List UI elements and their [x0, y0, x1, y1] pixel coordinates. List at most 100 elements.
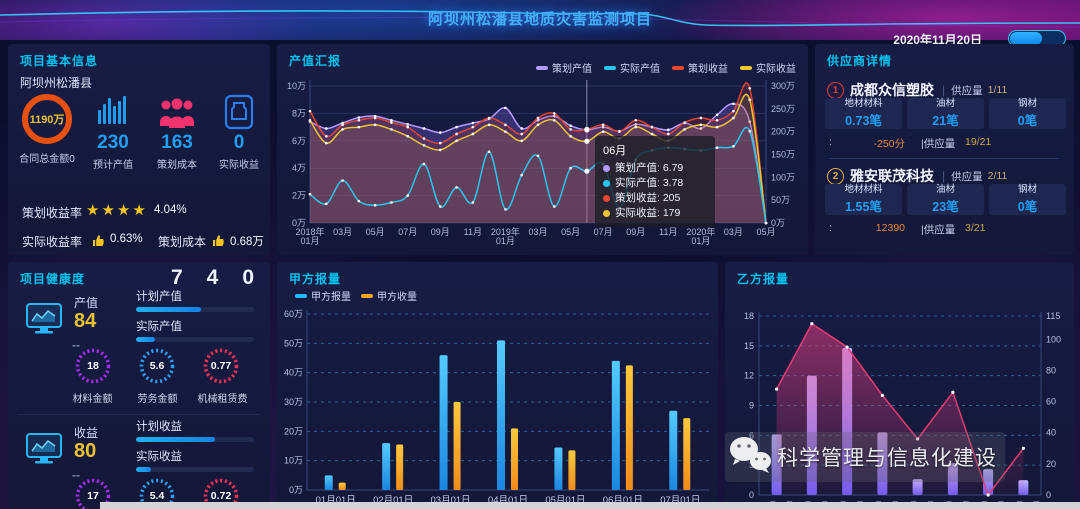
footer-prefix: : — [829, 222, 832, 234]
gauge: 5.6 — [137, 346, 177, 386]
gauge-value: 5.4 — [149, 490, 165, 502]
material-label: 钢材 — [1017, 184, 1037, 195]
footer-score: -250分 — [873, 138, 905, 150]
svg-text:06月01日: 06月01日 — [603, 495, 643, 506]
stat-value: 1190万 — [29, 114, 65, 126]
legend-item[interactable]: 策划收益 — [672, 60, 728, 75]
material-label: 油材 — [935, 184, 955, 195]
svg-text:100万: 100万 — [771, 172, 795, 182]
svg-text:6: 6 — [749, 430, 754, 440]
footer-supply-ratio: 19/21 — [965, 136, 992, 148]
svg-text:6万: 6万 — [292, 136, 306, 146]
rank-badge: 1 — [827, 81, 844, 99]
gauge: 0.72 — [201, 476, 241, 509]
tooltip-row: 实际产值: 3.78 — [603, 176, 707, 191]
gauge: 18 — [73, 346, 113, 386]
svg-text:40: 40 — [1046, 428, 1056, 438]
stat-value: 230 — [97, 132, 129, 153]
partyb-title: 乙方报量 — [737, 272, 790, 286]
output-chart-legend: 策划产值 实际产值 策划收益 实际收益 — [536, 60, 796, 75]
svg-text:11月: 11月 — [464, 227, 482, 237]
section-value: 80 — [74, 440, 97, 462]
page-title: 阿坝州松潘县地质灾害监测项目 — [427, 11, 653, 28]
watermark: 科学管理与信息化建设 — [725, 432, 1005, 482]
material-label: 油材 — [935, 98, 955, 109]
stat-item: 0 实际收益 — [208, 90, 270, 171]
svg-text:8万: 8万 — [292, 108, 306, 118]
material-value: 23笔 — [932, 200, 959, 214]
gauge-value: 5.6 — [149, 360, 165, 372]
supply-label: 供应量 — [951, 170, 983, 183]
svg-text:18: 18 — [744, 311, 754, 321]
svg-text:05月: 05月 — [366, 227, 385, 237]
svg-text:200万: 200万 — [771, 127, 795, 137]
health-title: 项目健康度 — [20, 272, 86, 286]
material-value: 0笔 — [1017, 200, 1038, 214]
header-toggle[interactable] — [1008, 30, 1066, 47]
material-value: 0笔 — [1017, 114, 1038, 128]
svg-text:4万: 4万 — [292, 163, 306, 173]
material-card: 地材材料 1.55笔 — [825, 184, 902, 215]
svg-text:50万: 50万 — [284, 338, 303, 348]
wechat-icon — [727, 434, 773, 481]
gauge: 5.4 — [137, 476, 177, 509]
partya-chart-legend: 甲方报量 甲方收量 — [295, 288, 417, 303]
supply-label: 供应量 — [951, 84, 983, 97]
gauge-value: 0.77 — [210, 360, 232, 372]
svg-text:9: 9 — [749, 401, 754, 411]
progress-bar: 计划收益 — [136, 420, 254, 442]
gauge-label: 劳务金额 — [137, 394, 178, 405]
footer-prefix: : — [829, 136, 832, 148]
gauge: 0.77 — [201, 346, 241, 386]
material-label: 钢材 — [1017, 98, 1037, 109]
progress-bar: 实际产值 — [136, 320, 254, 342]
svg-text:150万: 150万 — [771, 150, 795, 160]
supply-value: 2/11 — [987, 170, 1008, 182]
progress-bar: 计划产值 — [136, 290, 254, 312]
panel-output-report: 产值汇报 策划产值 实际产值 策划收益 实际收益 0万 2万 4万 6万 8万 10万 0万 50万… — [277, 44, 808, 255]
partya-bar-chart[interactable]: 0万 10万 20万 30万 40万 50万 60万 01月01日 02月01日 03月01日 04… — [277, 302, 718, 509]
supplier-item: 1 成都众信塑胶 | 供应量 1/11 地材材料 0.73笔 油材 21笔 钢材 0笔: -250分 |… — [815, 80, 1074, 158]
legend-item[interactable]: 甲方报量 — [295, 288, 351, 303]
footer-supply-label: |供应量 — [921, 224, 956, 236]
tooltip-row: 策划产值: 6.79 — [603, 161, 707, 176]
wave-decoration — [0, 10, 1080, 28]
people-icon — [146, 90, 208, 130]
stat-item: 230 预计产值 — [82, 90, 144, 171]
svg-text:0万: 0万 — [292, 218, 306, 228]
svg-text:250万: 250万 — [771, 104, 795, 114]
stat-label: 合同总金额0 — [19, 154, 75, 165]
svg-text:3: 3 — [749, 460, 754, 470]
stat-label: 实际收益 — [219, 160, 259, 171]
svg-text:03月: 03月 — [528, 227, 547, 237]
legend-item[interactable]: 实际收益 — [740, 60, 796, 75]
svg-text:12: 12 — [744, 371, 754, 381]
legend-item[interactable]: 实际产值 — [604, 60, 660, 75]
svg-text:60: 60 — [1046, 397, 1056, 407]
section-sub: -- — [72, 338, 80, 352]
health-section: 收益 80 -- 计划收益 实际收益 17 5.4 0.72 — [8, 420, 270, 509]
health-count: 4 — [206, 266, 219, 289]
divider — [829, 158, 1059, 159]
stat-item: 163 策划成本 — [146, 90, 208, 171]
legend-item[interactable]: 策划产值 — [536, 60, 592, 75]
legend-item[interactable]: 甲方收量 — [361, 288, 417, 303]
svg-text:05月: 05月 — [756, 227, 775, 237]
svg-text:02月01日: 02月01日 — [373, 495, 413, 506]
panel-partyb-report: 乙方报量 036912151802040608010011501月01日02月0… — [725, 262, 1074, 509]
thumb-up-icon — [212, 234, 226, 252]
output-report-title: 产值汇报 — [289, 54, 342, 68]
stat-contract-total: 1190万合同总金额0 — [16, 90, 78, 165]
panel-partya-report: 甲方报量 甲方报量 甲方收量 0万 10万 20万 30万 40万 50万 60万 01月01日… — [277, 262, 718, 509]
output-line-chart[interactable]: 0万 2万 4万 6万 8万 10万 0万 50万 100万 150万 200万 250万 300万 20… — [277, 74, 808, 255]
svg-text:2万: 2万 — [292, 191, 306, 201]
svg-text:05月01日: 05月01日 — [545, 495, 585, 506]
svg-text:20: 20 — [1046, 459, 1056, 469]
divider — [18, 414, 260, 415]
bar-chart-icon — [82, 90, 144, 130]
svg-text:115: 115 — [1046, 311, 1060, 321]
metric-label: 实际收益率 — [22, 235, 83, 249]
